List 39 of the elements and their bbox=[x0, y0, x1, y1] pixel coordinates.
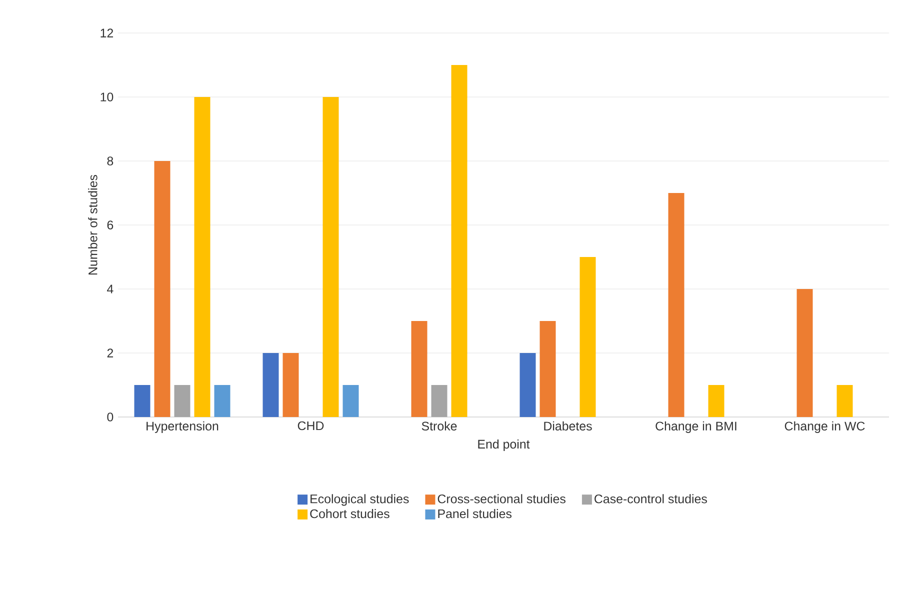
legend-label: Cross-sectional studies bbox=[438, 494, 566, 504]
x-tick-label: Hypertension bbox=[146, 421, 218, 433]
legend-label: Cohort studies bbox=[310, 509, 390, 518]
x-tick-label: CHD bbox=[298, 421, 324, 430]
y-tick-label: 12 bbox=[100, 28, 114, 38]
y-tick-label: 4 bbox=[107, 284, 114, 294]
bar bbox=[262, 353, 279, 417]
bar bbox=[708, 385, 724, 417]
bar bbox=[451, 64, 468, 417]
y-axis-title: Number of studies bbox=[88, 174, 98, 275]
legend-label: Panel studies bbox=[438, 509, 512, 518]
bar bbox=[154, 161, 170, 417]
bar bbox=[194, 96, 210, 417]
bar bbox=[580, 257, 596, 417]
y-tick-label: 2 bbox=[107, 348, 114, 358]
y-tick-label: 10 bbox=[100, 92, 114, 102]
bar bbox=[282, 353, 299, 417]
x-tick-label: Diabetes bbox=[544, 421, 592, 430]
y-tick-label: 6 bbox=[107, 220, 114, 230]
legend-label: Ecological studies bbox=[310, 494, 409, 506]
bar bbox=[322, 96, 339, 417]
legend-label: Case-control studies bbox=[594, 494, 707, 504]
bar bbox=[836, 385, 853, 417]
bar bbox=[134, 385, 150, 417]
bar bbox=[540, 321, 556, 417]
bar bbox=[520, 353, 536, 417]
bar bbox=[174, 385, 190, 417]
y-tick-label: 0 bbox=[107, 412, 114, 422]
bar bbox=[411, 321, 428, 417]
y-tick-label: 8 bbox=[107, 156, 114, 166]
x-tick-label: Stroke bbox=[422, 421, 457, 430]
bar bbox=[214, 385, 230, 417]
bar bbox=[796, 289, 813, 417]
bar bbox=[431, 385, 448, 417]
x-tick-label: Change in BMI bbox=[656, 421, 736, 433]
bar bbox=[342, 385, 359, 417]
bar bbox=[668, 193, 684, 417]
x-axis-title: End point bbox=[478, 439, 530, 452]
x-tick-label: Change in WC bbox=[784, 421, 865, 433]
